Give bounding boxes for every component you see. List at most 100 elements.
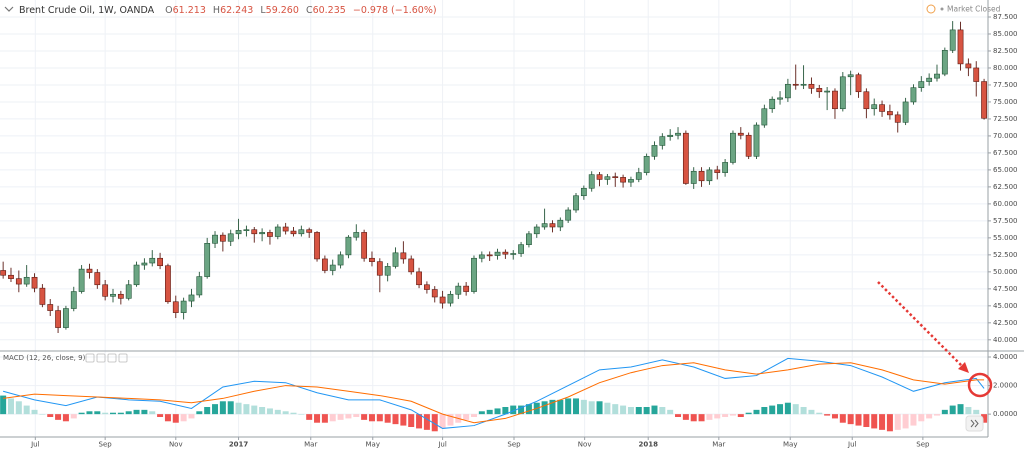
candle-body — [533, 226, 540, 235]
histogram-bar — [565, 398, 572, 415]
collapse-icon[interactable] — [4, 6, 14, 12]
histogram-bar — [863, 414, 870, 427]
candle-body — [141, 262, 148, 266]
histogram-bar — [212, 404, 219, 415]
button[interactable] — [107, 353, 117, 363]
histogram-bar — [125, 411, 132, 415]
y-tick-label: 4.0000 — [993, 353, 1018, 361]
histogram-bar — [259, 407, 266, 415]
candle-body — [447, 293, 454, 304]
candle-body — [306, 229, 313, 233]
candle-body — [965, 63, 972, 69]
button[interactable] — [96, 353, 106, 363]
candle-body — [651, 145, 658, 157]
histogram-bar — [282, 411, 289, 415]
candle-body — [86, 268, 93, 273]
candle-body — [180, 300, 187, 313]
histogram-bar — [588, 401, 595, 415]
candle-body — [777, 97, 783, 100]
x-tick-label: Sep — [99, 441, 113, 449]
histogram-bar — [172, 414, 179, 423]
candle-body — [321, 258, 328, 271]
candle-body — [941, 49, 948, 75]
y-tick-label: 77.500 — [993, 81, 1018, 89]
histogram-bar — [502, 407, 509, 415]
candle-body — [887, 111, 893, 116]
button[interactable] — [85, 353, 95, 363]
indicator-buttons[interactable] — [85, 353, 128, 363]
histogram-bar — [792, 404, 799, 415]
candle-body — [839, 76, 846, 110]
candle-body — [149, 257, 156, 264]
candle-body — [675, 132, 681, 136]
x-tick-label: Nov — [169, 441, 183, 449]
histogram-bar — [949, 405, 956, 415]
histogram-bar — [23, 405, 30, 415]
scroll-icon[interactable] — [970, 419, 979, 428]
histogram-bar — [541, 401, 548, 415]
y-tick-label: 87.500 — [993, 13, 1018, 21]
x-tick-label: Mar — [304, 441, 317, 449]
candle-body — [620, 177, 626, 183]
l-label: L — [260, 5, 266, 16]
grid — [0, 0, 988, 437]
histogram-bar — [39, 414, 46, 415]
candle-body — [188, 294, 195, 302]
histogram-bar — [314, 414, 321, 423]
candle-body — [416, 271, 422, 286]
candle-body — [329, 264, 336, 271]
candle-body — [824, 90, 831, 93]
histogram-bar — [486, 409, 493, 415]
candle-body — [855, 74, 862, 93]
candle-body — [926, 77, 933, 82]
candle-body — [667, 134, 674, 137]
x-tick-label: Jul — [437, 441, 447, 449]
candle-body — [949, 29, 956, 51]
histogram-bar — [400, 414, 407, 426]
candle-body — [643, 156, 650, 173]
x-tick-label: May — [366, 441, 380, 449]
candle-body — [259, 232, 266, 235]
candle-body — [573, 195, 579, 211]
histogram-bar — [722, 414, 729, 417]
histogram-bar — [902, 414, 909, 429]
histogram-bar — [384, 414, 391, 423]
x-tick-label: Jul — [30, 441, 40, 449]
candle-body — [612, 176, 619, 178]
histogram-bar — [847, 414, 854, 425]
candle-body — [314, 232, 320, 260]
candle-body — [628, 179, 634, 183]
histogram-bar — [510, 405, 517, 415]
histogram-bar — [573, 398, 580, 415]
candle-body — [31, 276, 38, 289]
candle-body — [682, 132, 689, 184]
histogram-bar — [627, 407, 634, 415]
o-label: O — [165, 5, 172, 16]
candle-body — [165, 265, 171, 303]
y-tick-label: 47.500 — [993, 285, 1018, 293]
o-value: 61.213 — [173, 5, 206, 16]
histogram-bar — [525, 404, 532, 415]
button[interactable] — [118, 353, 128, 363]
macd-line — [3, 357, 985, 429]
candle-body — [753, 124, 760, 157]
histogram-bar — [698, 414, 705, 422]
candle-body — [47, 304, 54, 311]
histogram-bar — [981, 414, 988, 423]
histogram-bar — [596, 401, 603, 415]
candle-body — [117, 293, 124, 299]
candle-body — [486, 254, 493, 257]
histogram-bar — [439, 414, 446, 429]
candle-body — [722, 162, 729, 173]
histogram-bar — [635, 407, 642, 415]
candle-body — [518, 244, 524, 254]
status-icon[interactable] — [926, 4, 936, 14]
y-tick-label: 62.500 — [993, 183, 1018, 191]
x-tick-label: May — [783, 441, 797, 449]
y-tick-label: 67.500 — [993, 149, 1018, 157]
candle-body — [172, 301, 179, 313]
c-value: 60.235 — [313, 5, 346, 16]
candle-body — [424, 284, 430, 290]
candle-body — [251, 229, 258, 235]
candle-body — [541, 223, 548, 228]
